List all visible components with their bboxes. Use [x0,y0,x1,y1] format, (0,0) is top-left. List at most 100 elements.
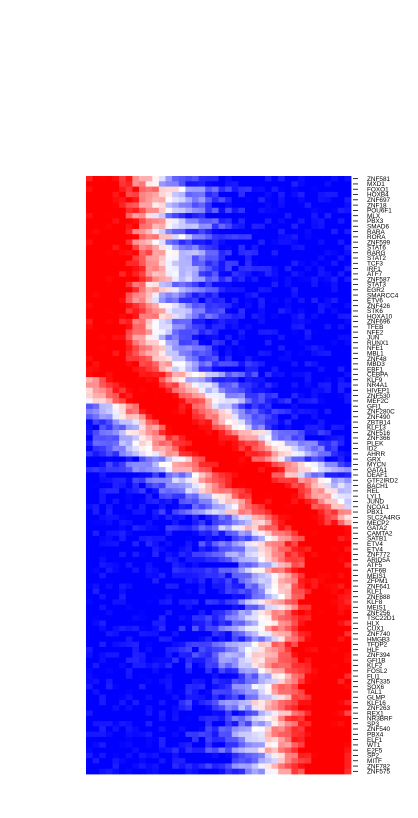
heatmap-cell [205,493,213,500]
heatmap-cell [311,488,319,494]
heatmap-cell [105,340,113,346]
heatmap-cell [264,255,272,262]
heatmap-cell [317,625,325,632]
heatmap-cell [132,493,140,500]
heatmap-cell [317,186,325,193]
heatmap-cell [291,731,299,738]
heatmap-cell [211,768,219,775]
heatmap-cell [86,250,94,256]
heatmap-cell [185,414,193,420]
heatmap-cell [218,260,226,267]
heatmap-cell [298,430,306,436]
heatmap-cell [298,271,306,277]
heatmap-cell [165,583,173,590]
heatmap-cell [324,308,332,314]
heatmap-cell [258,387,266,394]
heatmap-cell [218,244,226,251]
heatmap-cell [284,329,292,336]
heatmap-cell [86,620,94,627]
heatmap-cell [192,562,200,569]
heatmap-cell [311,546,319,553]
heatmap-cell [205,620,213,627]
heatmap-cell [251,604,259,611]
heatmap-cell [344,324,352,330]
heatmap-cell [331,562,339,569]
heatmap-cell [205,557,213,563]
heatmap-cell [198,213,206,219]
heatmap-cell [225,567,233,574]
heatmap-cell [317,197,325,203]
heatmap-cell [238,504,246,510]
heatmap-cell [158,609,166,616]
heatmap-cell [192,197,200,203]
heatmap-cell [112,303,120,309]
heatmap-cell [119,392,127,399]
heatmap-cell [278,567,286,574]
heatmap-cell [298,213,306,219]
heatmap-cell [125,250,133,256]
heatmap-cell [99,260,107,267]
heatmap-cell [185,340,193,346]
heatmap-cell [278,678,286,685]
heatmap-cell [125,562,133,569]
heatmap-cell [298,705,306,711]
heatmap-cell [139,461,147,468]
heatmap-cell [178,461,186,468]
heatmap-cell [238,604,246,611]
heatmap-cell [152,620,160,627]
heatmap-cell [132,445,140,452]
heatmap-cell [105,265,113,272]
heatmap-cell [192,271,200,277]
heatmap-cell [344,609,352,616]
heatmap-cell [211,763,219,770]
heatmap-cell [298,541,306,547]
heatmap-cell [304,657,312,664]
heatmap-cell [112,504,120,510]
heatmap-cell [258,207,266,214]
heatmap-cell [331,371,339,378]
heatmap-cell [284,641,292,648]
heatmap-cell [331,414,339,420]
heatmap-cell [86,265,94,272]
heatmap-cell [125,594,133,600]
heatmap-cell [337,731,345,738]
row-label: ZNF18 [367,202,387,209]
heatmap-cell [158,493,166,500]
heatmap-cell [251,250,259,256]
heatmap-cell [198,366,206,373]
heatmap-cell [331,541,339,547]
heatmap-cell [105,768,113,775]
heatmap-cell [278,705,286,711]
heatmap-cell [105,498,113,505]
heatmap-cell [139,715,147,722]
heatmap-cell [99,768,107,775]
heatmap-cell [291,345,299,352]
heatmap-cell [311,567,319,574]
heatmap-cell [99,498,107,505]
heatmap-cell [205,530,213,537]
heatmap-cell [291,721,299,727]
heatmap-cell [225,202,233,209]
heatmap-cell [304,752,312,759]
heatmap-cell [152,361,160,367]
heatmap-cell [304,721,312,727]
heatmap-cell [172,440,180,447]
heatmap-cell [165,715,173,722]
heatmap-cell [178,572,186,579]
heatmap-cell [225,297,233,304]
heatmap-cell [198,228,206,235]
heatmap-cell [178,451,186,457]
heatmap-cell [258,668,266,674]
heatmap-cell [205,731,213,738]
heatmap-cell [205,747,213,754]
heatmap-cell [112,239,120,246]
heatmap-cell [218,721,226,727]
row-label: MLX [367,213,381,220]
heatmap-cell [251,181,259,187]
heatmap-cell [291,631,299,637]
heatmap-cell [231,689,239,696]
heatmap-cell [152,392,160,399]
heatmap-cell [278,557,286,563]
heatmap-cell [218,758,226,764]
heatmap-cell [139,625,147,632]
